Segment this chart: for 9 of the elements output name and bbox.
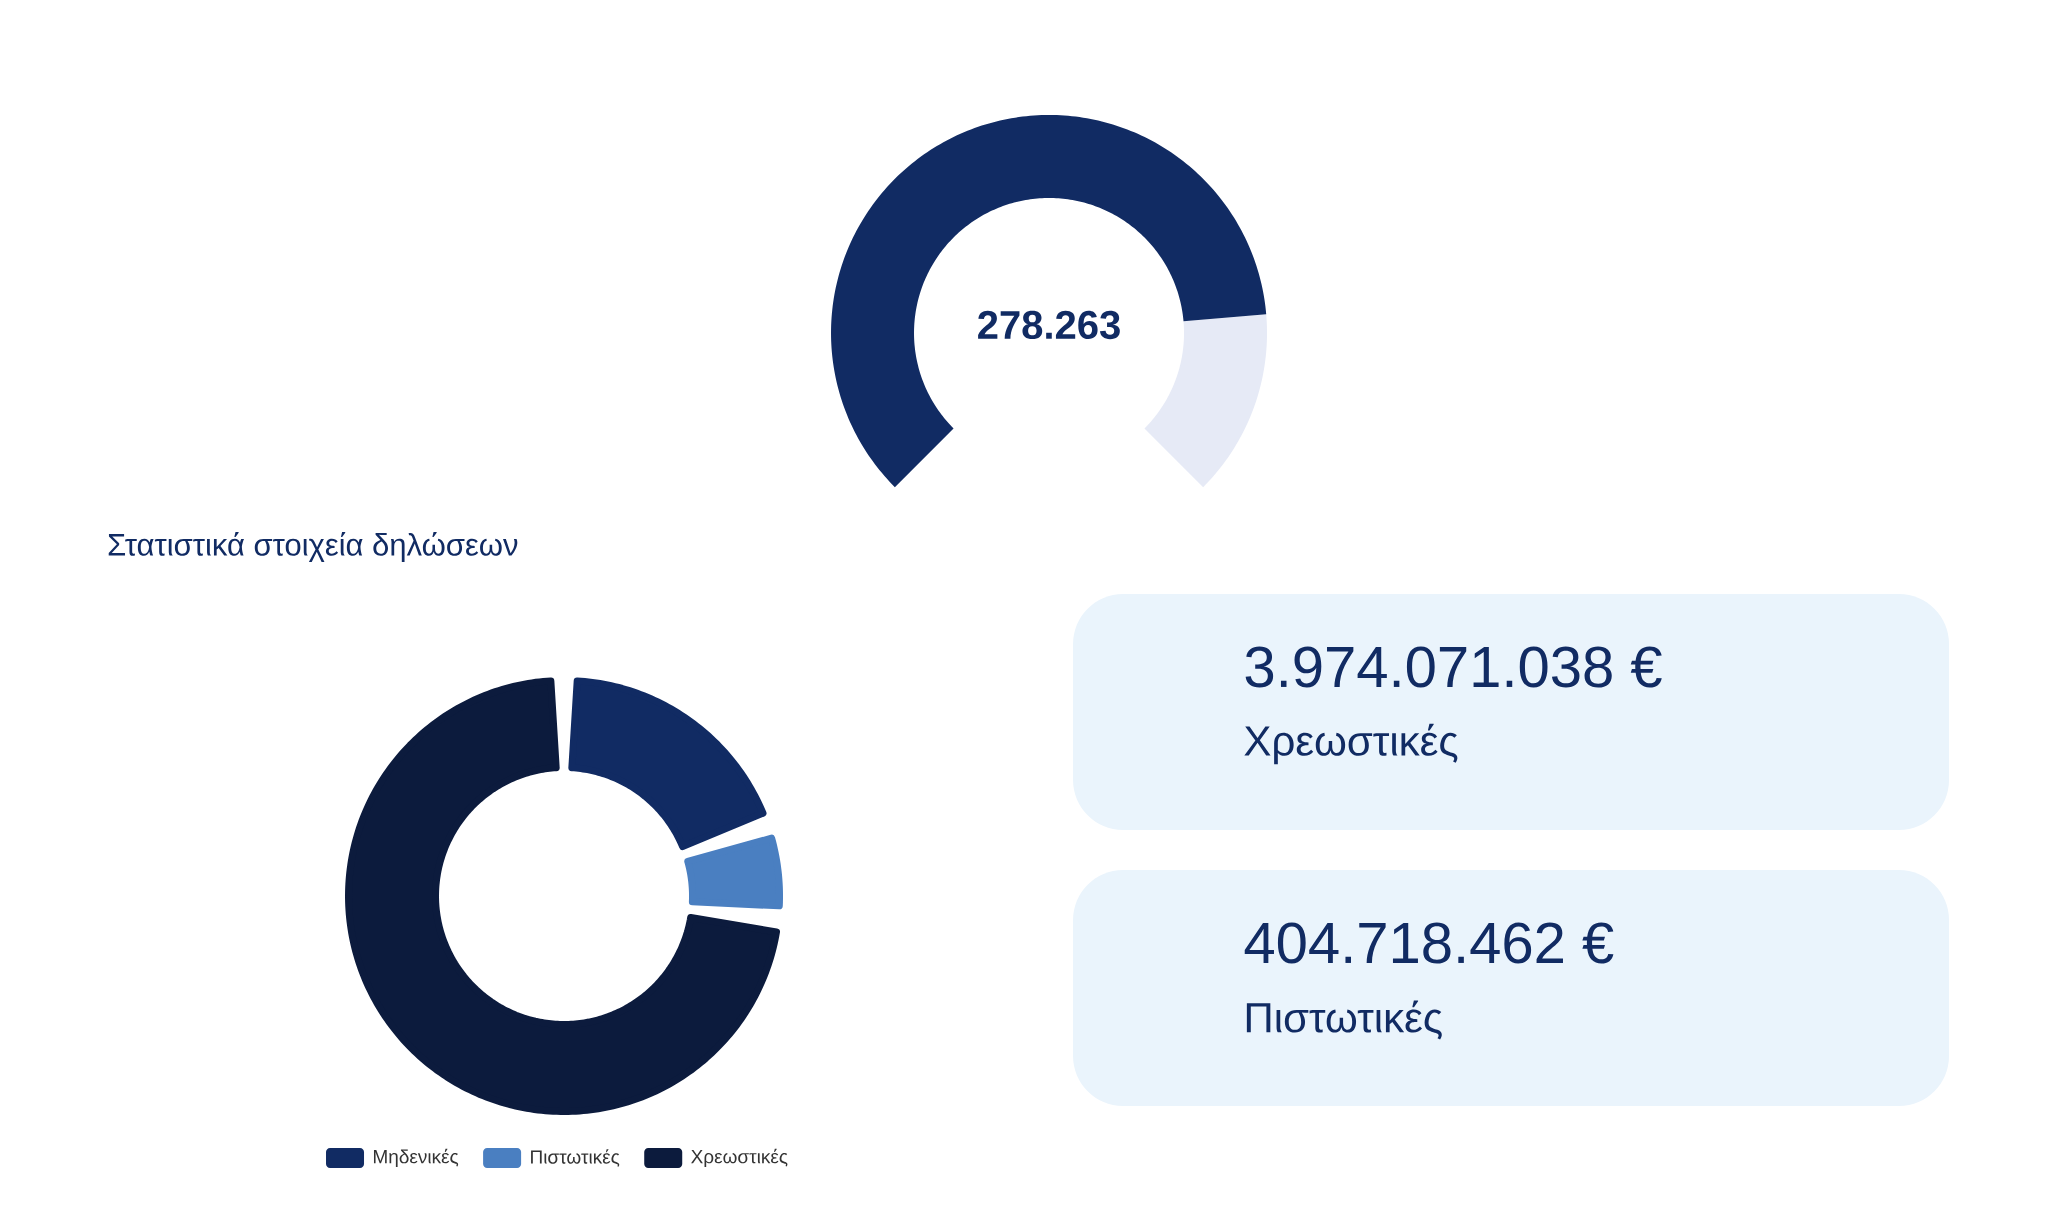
text: 3.974.071.038 €	[1245, 646, 1662, 688]
text: 404.718.462 €	[1244, 922, 1614, 964]
legend-label: Χρεωστικές	[691, 1148, 788, 1168]
text: Χρεωστικές	[1244, 723, 1458, 765]
text: Πιστωτικές	[1246, 1000, 1442, 1040]
legend-label: Μηδενικές	[373, 1148, 459, 1168]
legend-label: Πιστωτικές	[531, 1149, 620, 1167]
chart-title: Στατιστικά στοιχεία δηλώσεων	[108, 532, 518, 562]
text: 278.263	[978, 310, 1120, 340]
